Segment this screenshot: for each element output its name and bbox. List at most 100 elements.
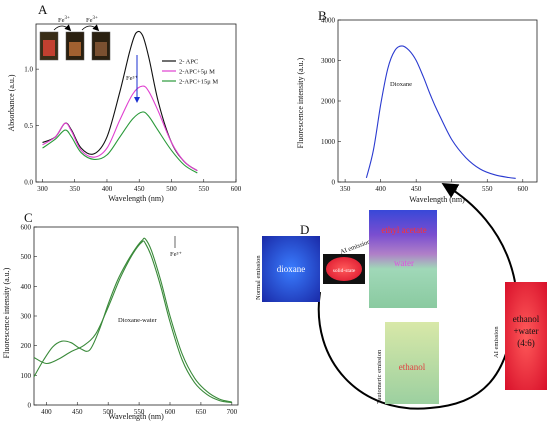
inset-vial-1-liquid — [43, 40, 55, 56]
x-tick-label: 350 — [69, 185, 80, 193]
y-tick-label: 1000 — [321, 138, 336, 146]
panel-b-series-label: Dioxane — [390, 81, 412, 88]
vial-dioxane-liquid — [262, 236, 320, 302]
panel-b-xlabel: Wavelength (nm) — [409, 195, 465, 204]
panel-c: C 400 450 500 550 600 650 700 0 100 200 300 400 500 6… — [2, 210, 239, 421]
panel-c-frame — [33, 226, 239, 406]
ai-emission-right-label: AI emission — [493, 326, 500, 358]
ai-emission-top-label: AI emission — [339, 238, 372, 256]
vial-ethanol-water-label-3: (4:6) — [517, 338, 535, 348]
y-tick-label: 600 — [21, 224, 32, 232]
x-tick-label: 600 — [165, 408, 176, 416]
vial-ethyl-acetate-label: ethyl acetate — [381, 225, 426, 235]
panel-a-ylabel: Absorbance (a.u.) — [7, 74, 16, 131]
panel-c-series-label: Dioxane-water — [118, 317, 157, 324]
panel-a: A 300 350 400 450 500 550 600 0.0 0.5 1.0 Wavelen… — [7, 2, 242, 203]
x-tick-label: 300 — [37, 185, 48, 193]
legend-label-3: 2-APC+15μ M — [179, 79, 218, 86]
vial-ethanol-liquid — [385, 322, 439, 404]
vial-dioxane-label: dioxane — [277, 264, 306, 274]
vial-ethanol: ethanol — [385, 322, 439, 404]
panel-a-xlabel: Wavelength (nm) — [108, 194, 164, 203]
series-line-3 — [42, 111, 198, 174]
series-line-2 — [42, 85, 198, 172]
panel-d: D dioxane Normal emission solid-state AI… — [255, 182, 547, 410]
legend-label-1: 2- APC — [179, 59, 198, 66]
inset-vial-3-liquid — [95, 42, 107, 56]
panel-a-frame — [35, 23, 237, 183]
x-tick-label: 450 — [72, 408, 83, 416]
panel-c-ticks: 400 450 500 550 600 650 700 0 100 200 300 400 500 600 — [21, 224, 238, 417]
vial-ethyl-acetate-liquid — [369, 210, 437, 308]
panel-c-ylabel: Fluorescence intensity (a.u.) — [2, 267, 11, 358]
panel-c-xlabel: Wavelength (nm) — [108, 412, 164, 421]
x-tick-label: 350 — [340, 185, 351, 193]
x-tick-label: 650 — [196, 408, 207, 416]
panel-d-letter: D — [300, 222, 309, 237]
x-tick-label: 600 — [518, 185, 529, 193]
x-tick-label: 600 — [231, 185, 242, 193]
cycle-arc-right — [441, 182, 516, 283]
y-tick-label: 2000 — [321, 98, 336, 106]
series-line-1 — [33, 237, 232, 403]
vial-ethanol-water-label-1: ethanol — [513, 314, 540, 324]
vial-dioxane: dioxane — [262, 236, 320, 302]
vial-ethyl-acetate-water: ethyl acetate water — [369, 210, 437, 308]
panel-c-letter: C — [24, 210, 33, 225]
panel-c-fe-label: Fe³⁺ — [170, 251, 182, 258]
fe-label-2: Fe3+ — [86, 16, 98, 24]
y-tick-label: 0 — [28, 402, 32, 410]
y-tick-label: 0.5 — [24, 122, 33, 130]
x-tick-label: 700 — [227, 408, 238, 416]
y-tick-label: 1.0 — [24, 66, 33, 74]
x-tick-label: 550 — [198, 185, 209, 193]
panel-c-series — [33, 237, 232, 404]
series-line-1 — [365, 45, 516, 179]
y-tick-label: 200 — [21, 342, 32, 350]
cycle-arc-bottom — [317, 291, 516, 410]
fe-arrow-1 — [53, 24, 72, 32]
solid-state-sample: solid-state — [323, 254, 365, 284]
x-tick-label: 550 — [482, 185, 493, 193]
vial-ethanol-water: ethanol +water (4:6) — [505, 282, 547, 390]
y-tick-label: 300 — [21, 313, 32, 321]
x-tick-label: 500 — [103, 408, 114, 416]
x-tick-label: 550 — [134, 408, 145, 416]
vial-water-label: water — [394, 258, 414, 268]
x-tick-label: 500 — [166, 185, 177, 193]
panel-b-letter: B — [318, 8, 327, 23]
normal-emission-label: Normal emission — [255, 255, 262, 300]
solid-state-label: solid-state — [333, 268, 356, 274]
series-line-1 — [42, 30, 198, 172]
fe-arrow-2 — [81, 24, 100, 32]
y-tick-label: 0 — [332, 179, 336, 187]
vial-ethanol-water-liquid — [505, 282, 547, 390]
solid-state-spot — [326, 257, 362, 281]
y-tick-label: 3000 — [321, 57, 336, 65]
tautomeric-emission-label: Tautomeric emission — [376, 349, 383, 404]
fe-arrow-label: Fe³⁺ — [126, 75, 138, 82]
vial-ethanol-water-label-2: +water — [513, 326, 538, 336]
x-tick-label: 400 — [375, 185, 386, 193]
panel-a-letter: A — [38, 2, 48, 17]
panel-b-frame — [337, 19, 538, 183]
vial-ethanol-label: ethanol — [399, 362, 426, 372]
panel-b-series — [365, 45, 516, 179]
series-line-2 — [33, 240, 232, 404]
y-tick-label: 400 — [21, 283, 32, 291]
x-tick-label: 400 — [102, 185, 113, 193]
y-tick-label: 500 — [21, 253, 32, 261]
fe-label-1: Fe3+ — [58, 16, 70, 24]
panel-a-series — [42, 30, 198, 174]
x-tick-label: 400 — [41, 408, 52, 416]
y-tick-label: 0.0 — [24, 179, 33, 187]
legend-label-2: 2-APC+5μ M — [179, 69, 215, 76]
panel-b-ylabel: Fluorescence intensity (a.u.) — [296, 57, 305, 148]
inset-vial-2-liquid — [69, 42, 81, 56]
panel-a-ticks: 300 350 400 450 500 550 600 0.0 0.5 1.0 — [24, 66, 242, 193]
y-tick-label: 4000 — [321, 17, 336, 25]
x-tick-label: 450 — [134, 185, 145, 193]
